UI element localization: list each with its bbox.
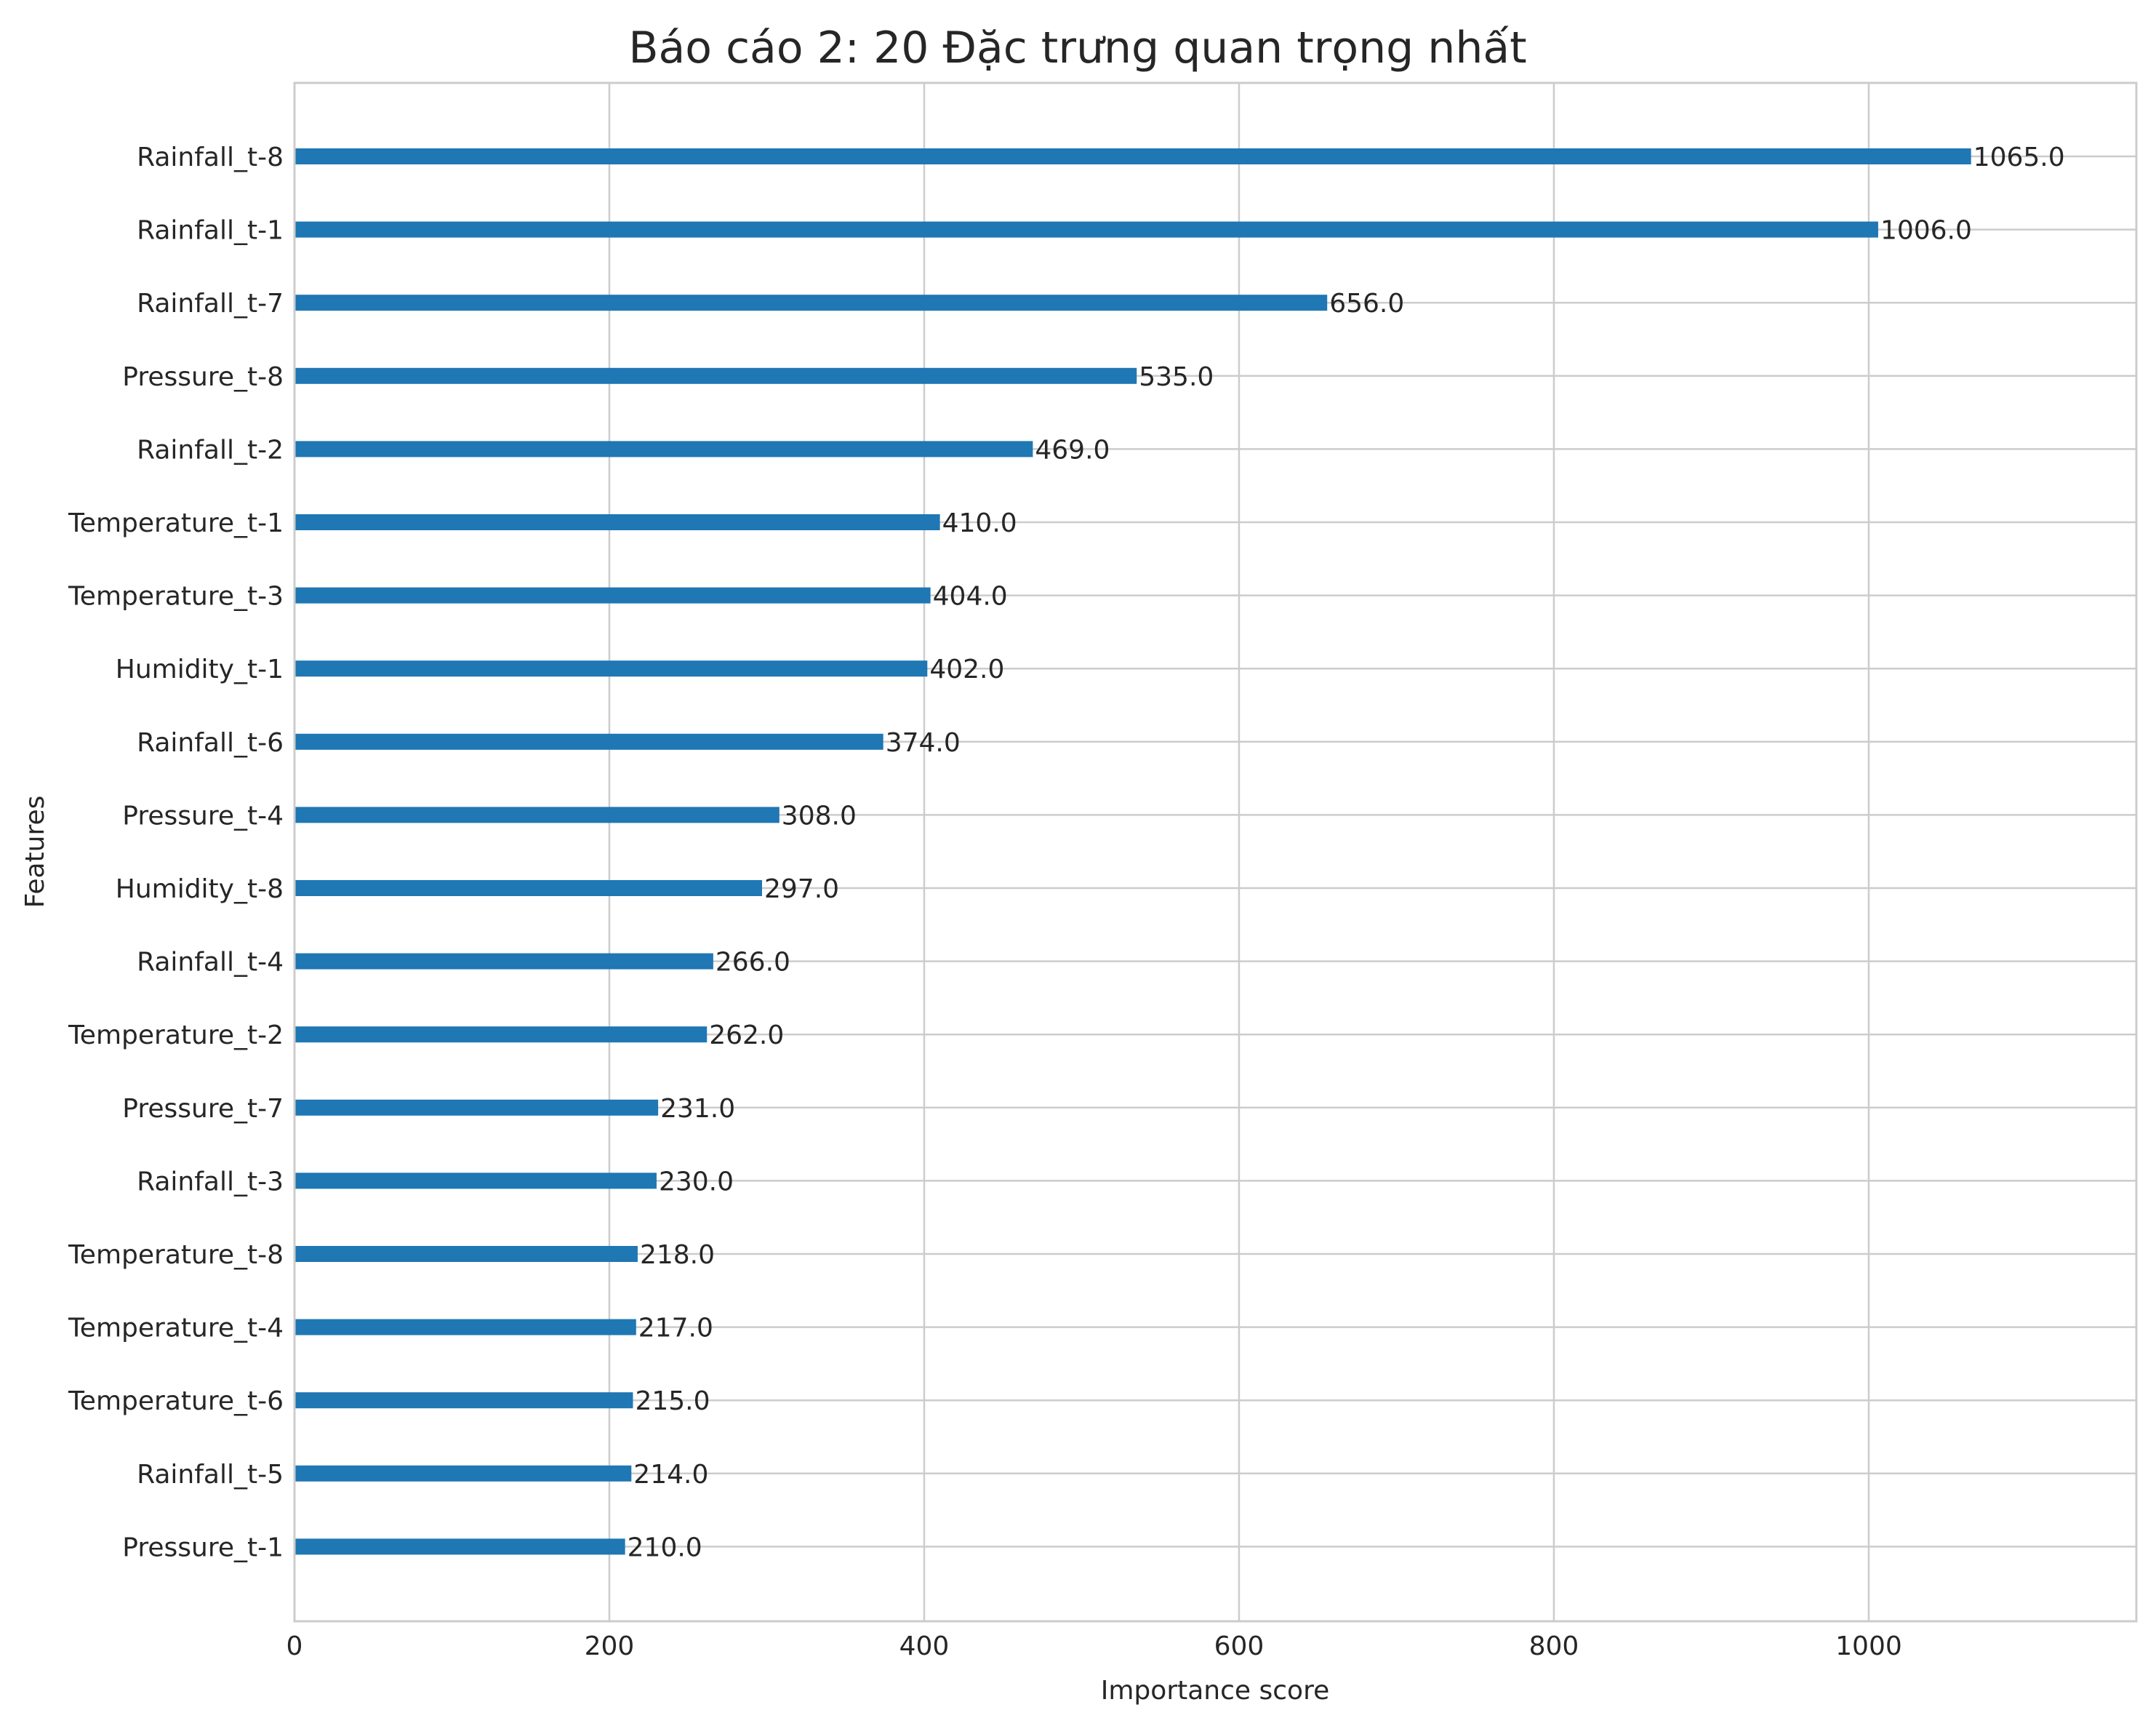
bar: [294, 953, 713, 970]
data-label: 404.0: [933, 582, 1008, 612]
plot-frame: [293, 81, 2138, 1623]
data-label: 210.0: [628, 1533, 702, 1562]
x-tick-label: 400: [899, 1631, 950, 1661]
data-label: 218.0: [640, 1240, 715, 1270]
data-label: 231.0: [660, 1094, 735, 1124]
x-tick-label: 600: [1214, 1631, 1265, 1661]
y-tick-label: Pressure_t-8: [122, 362, 284, 392]
y-axis-label: Features: [20, 796, 50, 908]
y-tick-labels: Rainfall_t-8 Rainfall_t-1 Rainfall_t-7 Pres…: [68, 143, 284, 1562]
y-tick-label: Rainfall_t-2: [137, 435, 284, 465]
chart-title: Báo cáo 2: 20 Đặc trưng quan trọng nhất: [628, 23, 1526, 73]
bar: [294, 367, 1137, 384]
y-tick-label: Rainfall_t-8: [137, 143, 284, 172]
bars: [294, 148, 1971, 1555]
bar: [294, 733, 883, 750]
bar: [294, 441, 1033, 458]
y-tick-label: Humidity_t-8: [116, 874, 284, 904]
y-tick-label: Temperature_t-2: [68, 1020, 284, 1050]
y-tick-label: Rainfall_t-1: [137, 216, 284, 246]
bar: [294, 1026, 708, 1043]
x-tick-labels: 0 200 400 600 800 1000: [286, 1631, 1902, 1661]
bar: [294, 1538, 625, 1555]
data-label: 402.0: [929, 655, 1004, 684]
x-tick-label: 1000: [1835, 1631, 1902, 1661]
bar: [294, 148, 1971, 164]
data-label: 266.0: [716, 948, 790, 978]
y-tick-label: Humidity_t-1: [116, 655, 284, 684]
data-label: 230.0: [659, 1167, 734, 1196]
y-tick-label: Pressure_t-4: [122, 801, 284, 831]
bar: [294, 1465, 632, 1482]
x-axis-label: Importance score: [1101, 1676, 1329, 1706]
x-tick-label: 800: [1529, 1631, 1579, 1661]
y-tick-label: Temperature_t-4: [68, 1314, 284, 1343]
y-tick-label: Rainfall_t-6: [137, 728, 284, 758]
bar: [294, 807, 780, 823]
data-label: 1065.0: [1973, 143, 2065, 172]
data-label: 297.0: [764, 874, 839, 904]
y-tick-label: Pressure_t-7: [122, 1094, 284, 1124]
bar: [294, 295, 1328, 311]
grid-lines: [293, 83, 2136, 1621]
y-tick-label: Rainfall_t-7: [137, 289, 284, 319]
data-label: 214.0: [633, 1460, 708, 1490]
y-tick-label: Temperature_t-1: [68, 508, 284, 538]
y-tick-label: Rainfall_t-5: [137, 1460, 284, 1490]
data-label: 1006.0: [1880, 216, 1972, 246]
x-tick-label: 0: [286, 1631, 303, 1661]
y-tick-label: Temperature_t-6: [68, 1386, 284, 1416]
data-label: 308.0: [782, 801, 857, 831]
bar: [294, 1099, 659, 1116]
bar: [294, 1246, 638, 1262]
data-label: 215.0: [635, 1386, 710, 1416]
bar: [294, 587, 931, 604]
y-tick-label: Temperature_t-3: [68, 582, 284, 612]
x-tick-label: 200: [585, 1631, 635, 1661]
data-label: 410.0: [942, 508, 1017, 538]
y-tick-label: Temperature_t-8: [68, 1240, 284, 1270]
bar: [294, 1392, 633, 1409]
y-tick-label: Pressure_t-1: [122, 1533, 284, 1562]
data-label: 374.0: [886, 728, 961, 758]
data-label: 217.0: [638, 1314, 713, 1343]
data-label: 262.0: [709, 1020, 784, 1050]
bar: [294, 1172, 657, 1189]
bar: [294, 514, 940, 530]
bar: [294, 1319, 636, 1335]
data-label: 535.0: [1139, 362, 1214, 392]
y-tick-label: Rainfall_t-3: [137, 1167, 284, 1196]
data-label: 469.0: [1035, 435, 1110, 465]
bar: [294, 880, 762, 896]
y-tick-label: Rainfall_t-4: [137, 948, 284, 978]
bar: [294, 221, 1878, 238]
bar: [294, 660, 928, 677]
data-label: 656.0: [1329, 289, 1404, 319]
data-labels: 1065.0 1006.0 656.0 535.0 469.0 410.0 404.0 402…: [628, 143, 2065, 1562]
